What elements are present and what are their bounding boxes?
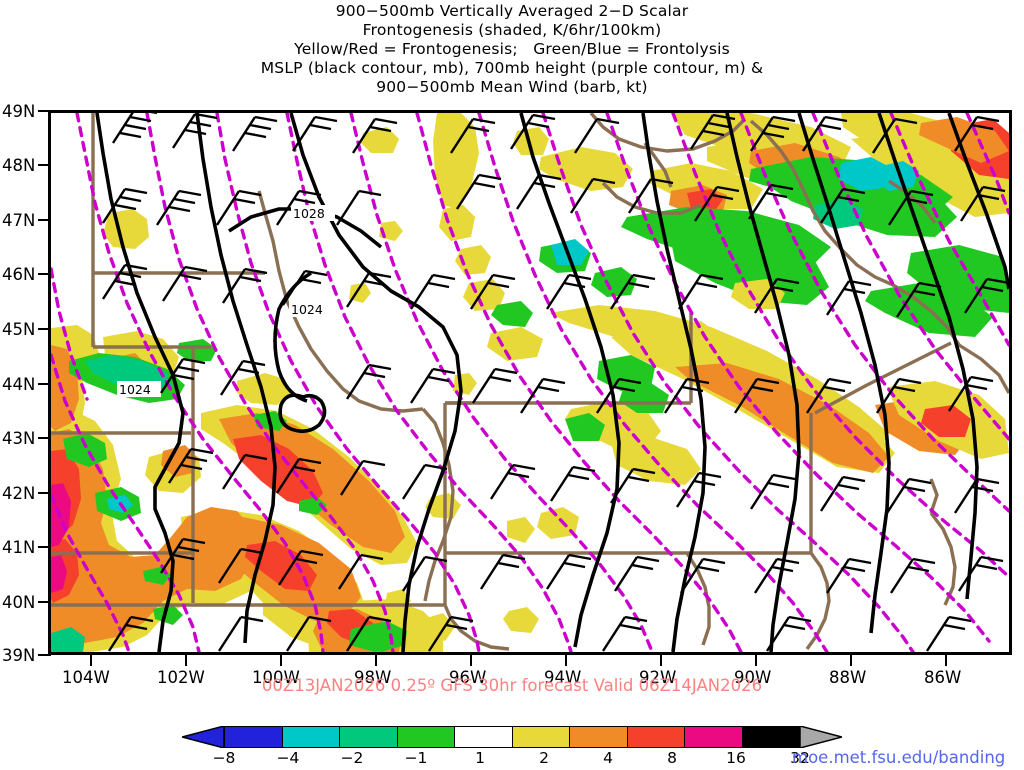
map-graphics: 1028 1024 1024 [51,113,1009,652]
colorbar-ticks: −8 −4 −2 −1 1 2 4 8 16 32 [213,748,810,770]
contour-label-1024-a: 1024 [291,302,323,317]
y-tick-41n [38,546,51,548]
colorbar[interactable]: −8 −4 −2 −1 1 2 4 8 16 32 [182,726,842,767]
y-label-40n: 40N [2,593,36,612]
colorbar-cell-3 [397,727,455,747]
map-plot-area[interactable]: 1028 1024 1024 [48,110,1012,655]
x-label-104w: 104W [62,668,110,687]
contour-label-1024-b: 1024 [119,382,151,397]
y-label-47n: 47N [2,211,36,230]
colorbar-cell-6 [570,727,628,747]
x-label-88w: 88W [829,668,867,687]
colorbar-cell-2 [340,727,398,747]
title-line-3: Yellow/Red = Frontogenesis; Green/Blue =… [294,40,730,58]
colorbar-tick-2: 2 [539,749,549,767]
colorbar-cells [224,726,800,748]
y-tick-47n [38,219,51,221]
colorbar-cell-4 [455,727,513,747]
colorbar-tick-neg8: −8 [212,749,236,767]
wind-barbs [101,113,1009,652]
x-label-102w: 102W [157,668,205,687]
watermark-link[interactable]: moe.met.fsu.edu/banding [792,748,1006,767]
colorbar-cell-0 [225,727,283,747]
colorbar-high-arrow [800,726,842,748]
y-label-44n: 44N [2,375,36,394]
colorbar-tick-neg1: −1 [404,749,428,767]
colorbar-tick-8: 8 [667,749,677,767]
x-label-100w: 100W [252,668,300,687]
y-tick-42n [38,492,51,494]
x-label-92w: 92W [639,668,677,687]
colorbar-tick-neg2: −2 [340,749,364,767]
colorbar-low-arrow [182,726,224,748]
x-label-90w: 90W [734,668,772,687]
contour-label-group: 1028 1024 1024 [117,205,335,397]
x-label-98w: 98W [354,668,392,687]
x-tick-90w [755,655,757,666]
colorbar-tick-32: 32 [790,749,810,767]
x-tick-104w [90,655,92,666]
y-tick-44n [38,383,51,385]
mslp-contours [95,113,1009,652]
height-contours-700mb [51,113,1009,652]
colorbar-cell-5 [512,727,570,747]
forecast-caption: 00Z13JAN2026 0.25º GFS 30hr forecast Val… [261,676,763,695]
y-label-39n: 39N [2,646,36,665]
y-tick-39n [38,654,51,656]
y-label-42n: 42N [2,484,36,503]
x-tick-86w [945,655,947,666]
y-tick-45n [38,328,51,330]
x-tick-100w [280,655,282,666]
y-tick-46n [38,273,51,275]
colorbar-cell-8 [685,727,743,747]
y-label-45n: 45N [2,320,36,339]
colorbar-tick-neg4: −4 [276,749,300,767]
y-tick-49n [38,110,51,112]
x-tick-88w [850,655,852,666]
y-tick-48n [38,164,51,166]
chart-title: 900−500mb Vertically Averaged 2−D Scalar… [0,2,1024,97]
x-label-96w: 96W [449,668,487,687]
y-label-49n: 49N [2,102,36,121]
title-line-4: MSLP (black contour, mb), 700mb height (… [260,59,764,77]
x-tick-96w [470,655,472,666]
title-line-5: 900−500mb Mean Wind (barb, kt) [376,78,648,96]
colorbar-cell-9 [742,727,799,747]
title-line-1: 900−500mb Vertically Averaged 2−D Scalar [335,2,689,20]
frontogenesis-shading [51,113,1009,652]
colorbar-cell-7 [627,727,685,747]
x-tick-102w [185,655,187,666]
contour-label-1028: 1028 [293,206,325,221]
x-label-86w: 86W [924,668,962,687]
colorbar-cell-1 [282,727,340,747]
x-tick-94w [565,655,567,666]
y-label-43n: 43N [2,429,36,448]
title-line-2: Frontogenesis (shaded, K/6hr/100km) [362,21,662,39]
y-tick-40n [38,601,51,603]
y-label-48n: 48N [2,156,36,175]
x-label-94w: 94W [544,668,582,687]
colorbar-tick-1: 1 [475,749,485,767]
y-tick-43n [38,437,51,439]
y-label-41n: 41N [2,538,36,557]
y-label-46n: 46N [2,265,36,284]
x-tick-98w [375,655,377,666]
x-tick-92w [660,655,662,666]
colorbar-tick-16: 16 [726,749,746,767]
colorbar-tick-4: 4 [603,749,613,767]
